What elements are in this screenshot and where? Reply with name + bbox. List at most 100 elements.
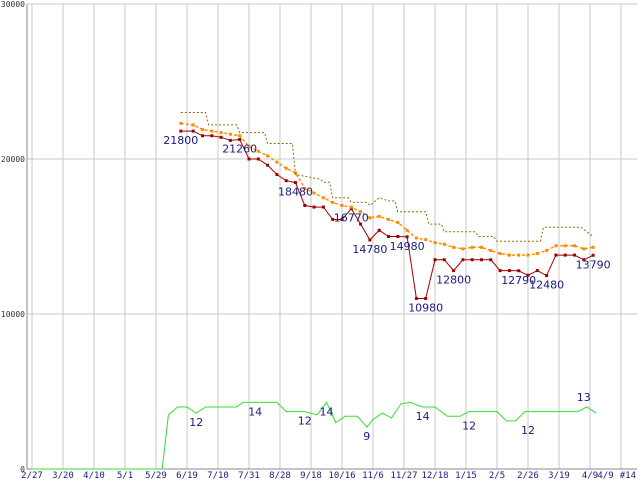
- data-point: [238, 137, 242, 141]
- data-point: [349, 205, 353, 209]
- data-point: [554, 253, 558, 257]
- x-tick-label: 8/28: [269, 471, 291, 480]
- x-tick-label: 7/10: [207, 471, 229, 480]
- data-point: [210, 129, 214, 133]
- data-point: [359, 222, 363, 226]
- data-point: [266, 163, 270, 167]
- data-point: [219, 135, 223, 139]
- data-point: [526, 273, 530, 277]
- data-point: [461, 247, 465, 251]
- data-point: [591, 253, 595, 257]
- x-tick-label: 2/5: [489, 471, 505, 480]
- series-layer: [32, 112, 597, 470]
- data-point: [210, 134, 214, 138]
- data-point: [247, 157, 251, 161]
- data-point: [507, 253, 511, 257]
- data-point: [563, 253, 567, 257]
- data-point: [517, 253, 521, 257]
- x-tick-label: 7/31: [238, 471, 260, 480]
- x-tick-label: 4/9: [582, 471, 598, 480]
- data-point: [424, 297, 428, 300]
- data-point: [442, 258, 446, 262]
- data-point: [387, 217, 390, 221]
- data-label: 12800: [436, 274, 471, 287]
- data-label: 21260: [222, 142, 257, 155]
- x-tick-label: 5/1: [117, 471, 133, 480]
- x-tick-label: 5/29: [145, 471, 167, 480]
- x-tick-label: 1/15: [455, 471, 477, 480]
- data-point: [480, 245, 483, 249]
- series-line-4: [32, 401, 597, 470]
- x-tick-label: 3/19: [548, 471, 570, 480]
- data-point: [545, 248, 549, 252]
- x-tick-label: 4/9: [597, 471, 613, 480]
- x-tick-label: 2/26: [517, 471, 539, 480]
- data-point: [201, 134, 204, 138]
- data-point: [480, 258, 483, 262]
- data-label-layer: 21800 21260 18480 16770 14780 14980 10980 12800…: [163, 134, 610, 443]
- data-point: [414, 236, 418, 240]
- data-point: [582, 247, 586, 251]
- data-point: [312, 205, 316, 209]
- series-line-3: [180, 112, 594, 242]
- data-point: [405, 228, 409, 232]
- x-tick-label: 4/10: [83, 471, 105, 480]
- data-label: 13790: [576, 258, 611, 271]
- data-label: 16770: [334, 212, 369, 225]
- data-point: [573, 244, 576, 248]
- data-point: [179, 129, 183, 133]
- data-point: [377, 214, 381, 218]
- data-label: 12790: [501, 274, 536, 287]
- data-point: [387, 235, 390, 238]
- data-point: [526, 253, 530, 257]
- plot-frame: [26, 4, 637, 470]
- data-point: [349, 207, 353, 211]
- data-point: [470, 258, 474, 262]
- data-point: [368, 216, 372, 220]
- data-point: [452, 269, 456, 273]
- data-point: [303, 186, 307, 190]
- data-point: [340, 217, 344, 221]
- data-point: [452, 245, 456, 249]
- data-label: 21800: [163, 134, 198, 147]
- data-point: [582, 258, 586, 262]
- data-point: [228, 138, 232, 142]
- data-point: [256, 157, 260, 161]
- data-point: [573, 253, 576, 257]
- x-tick-label: #14: [620, 471, 636, 480]
- data-point: [284, 166, 288, 170]
- data-point: [321, 196, 325, 200]
- data-point: [275, 173, 279, 176]
- x-tick-label: 3/20: [52, 471, 74, 480]
- y-tick-label: 30000: [1, 0, 25, 9]
- x-tick-label: 6/19: [176, 471, 198, 480]
- data-label: 12: [189, 416, 203, 429]
- data-label: 12: [298, 415, 312, 428]
- data-label: 14: [416, 410, 430, 423]
- x-tick-label: 9/18: [300, 471, 322, 480]
- data-point: [517, 269, 521, 273]
- data-label: 13: [577, 391, 591, 404]
- data-point: [396, 235, 400, 238]
- data-point: [563, 244, 567, 248]
- data-point: [507, 269, 511, 273]
- data-point: [303, 204, 307, 207]
- data-point: [414, 297, 418, 300]
- data-point: [284, 179, 288, 183]
- data-point: [433, 258, 437, 262]
- data-point: [228, 132, 232, 136]
- data-point: [331, 217, 335, 221]
- data-point: [405, 235, 409, 239]
- x-tick-label: 2/27: [21, 471, 43, 480]
- data-point: [294, 181, 297, 185]
- data-point: [340, 204, 344, 207]
- data-point: [545, 274, 549, 278]
- y-axis-ticks: 0 10000 20000 30000: [1, 0, 25, 474]
- data-point: [331, 200, 335, 204]
- data-point: [535, 252, 539, 256]
- data-point: [368, 238, 372, 242]
- y-tick-label: 20000: [1, 155, 25, 164]
- data-label: 14980: [390, 240, 425, 253]
- data-point: [359, 210, 363, 214]
